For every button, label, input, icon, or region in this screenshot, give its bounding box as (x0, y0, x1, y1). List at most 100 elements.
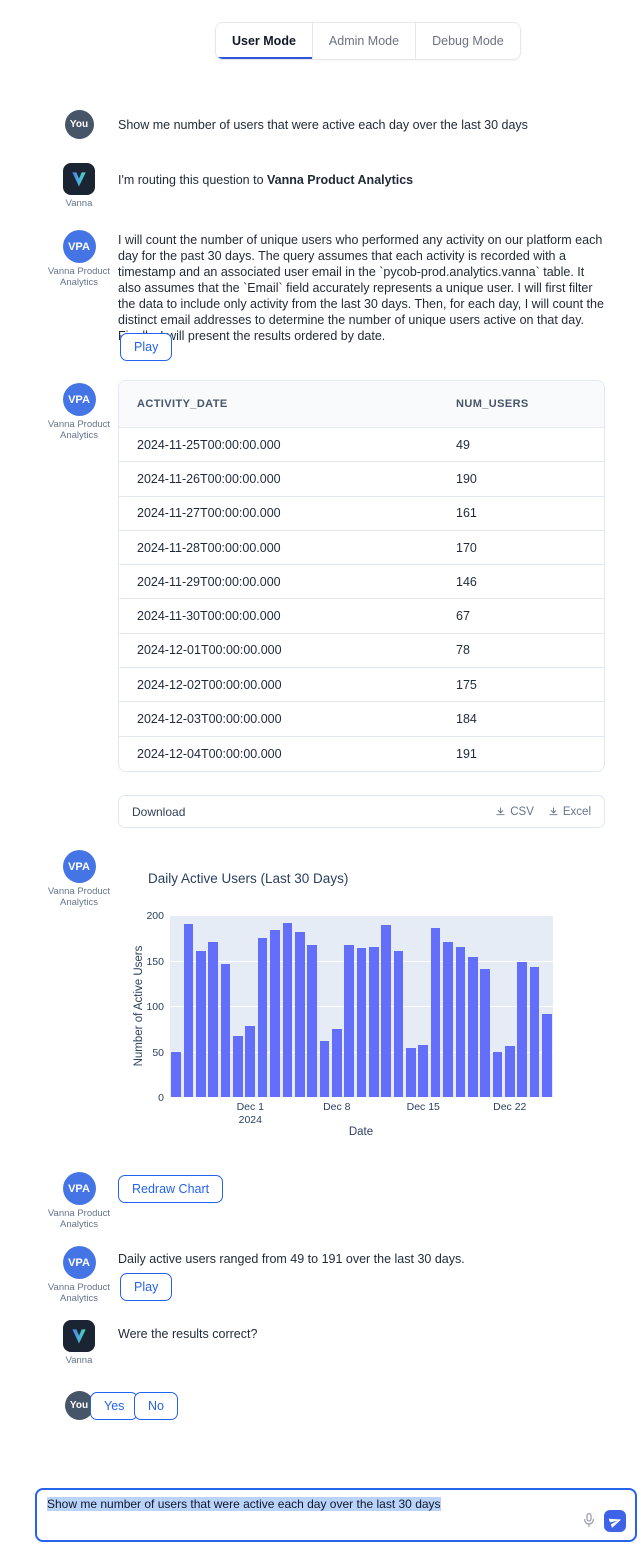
vanna-avatar-label: Vanna (65, 198, 93, 209)
bar (344, 945, 354, 1097)
x-tick-label: Dec 15 (406, 1101, 440, 1113)
table-row: 2024-12-03T00:00:00.000 184 (119, 702, 604, 737)
cell-activity-date: 2024-11-30T00:00:00.000 (137, 609, 281, 624)
vpa-avatar-label: Vanna Product Analytics (47, 1208, 111, 1230)
summary-text: Daily active users ranged from 49 to 191… (118, 1252, 465, 1266)
vpa-avatar-wrap-5: VPA Vanna Product Analytics (34, 1246, 124, 1304)
bar (504, 1046, 515, 1097)
y-tick-label: 200 (146, 910, 164, 922)
user-avatar: You (64, 1391, 94, 1420)
user-question-text: Show me number of users that were active… (118, 118, 528, 132)
table-row: 2024-11-28T00:00:00.000 170 (119, 531, 604, 566)
bar (369, 946, 379, 1097)
bar (356, 947, 367, 1097)
y-tick-label: 50 (152, 1046, 164, 1059)
play-button[interactable]: Play (120, 333, 173, 361)
cell-num-users: 67 (456, 609, 470, 624)
bar (455, 946, 466, 1097)
download-csv-button[interactable]: CSV (495, 806, 534, 818)
vanna-avatar-label: Vanna (65, 1355, 93, 1366)
table-row: 2024-11-27T00:00:00.000 161 (119, 497, 604, 531)
y-tick-label: 100 (146, 1001, 164, 1013)
feedback-question-text: Were the results correct? (118, 1327, 258, 1341)
microphone-icon[interactable] (581, 1512, 597, 1528)
bar (430, 927, 441, 1097)
user-avatar-wrap: You (34, 110, 124, 139)
cell-activity-date: 2024-12-01T00:00:00.000 (137, 643, 282, 658)
routing-message: I'm routing this question to Vanna Produ… (118, 172, 606, 188)
send-button[interactable] (604, 1510, 626, 1532)
bar (381, 925, 392, 1097)
chart-x-axis-title: Date (348, 1126, 374, 1138)
vanna-avatar-wrap: Vanna (34, 163, 124, 209)
message-composer: Show me number of users that were active… (35, 1488, 637, 1542)
chart-plot-area (170, 915, 553, 1097)
download-icon (496, 807, 505, 816)
bar (418, 1045, 429, 1097)
user-avatar: You (64, 110, 94, 139)
cell-activity-date: 2024-11-28T00:00:00.000 (137, 540, 281, 555)
bar (294, 932, 305, 1097)
download-bar: Download CSV Excel (118, 795, 605, 828)
routing-prefix: I'm routing this question to (118, 173, 267, 187)
bar (529, 966, 540, 1097)
bar (331, 1028, 342, 1097)
chart-title: Daily Active Users (Last 30 Days) (148, 871, 349, 886)
cell-activity-date: 2024-11-25T00:00:00.000 (137, 437, 281, 452)
cell-num-users: 190 (456, 471, 477, 486)
x-tick-label: Dec 22 (493, 1101, 527, 1113)
bar (220, 964, 231, 1097)
results-table: ACTIVITY_DATE NUM_USERS 2024-11-25T00:00… (118, 380, 605, 772)
vpa-avatar-wrap-3: VPA Vanna Product Analytics (34, 850, 124, 908)
cell-num-users: 161 (456, 506, 477, 521)
vpa-avatar: VPA (62, 850, 96, 883)
message-input[interactable]: Show me number of users that were active… (47, 1497, 565, 1512)
tab-user-mode[interactable]: User Mode (216, 23, 313, 59)
selected-input-text: Show me number of users that were active… (47, 1497, 441, 1511)
bar (282, 923, 293, 1097)
play-button-2[interactable]: Play (120, 1273, 173, 1301)
results-table-body: 2024-11-25T00:00:00.000 49 2024-11-26T00:0… (119, 428, 604, 771)
bar (319, 1040, 330, 1097)
y-tick-label: 150 (146, 955, 164, 968)
bar (467, 956, 478, 1097)
vpa-avatar-label: Vanna Product Analytics (47, 266, 111, 288)
vpa-avatar-label: Vanna Product Analytics (47, 886, 111, 908)
vpa-avatar-wrap-4: VPA Vanna Product Analytics (34, 1172, 124, 1230)
bar (406, 1047, 416, 1097)
tab-debug-mode[interactable]: Debug Mode (416, 23, 520, 59)
vpa-avatar: VPA (62, 1172, 96, 1205)
bar (542, 1014, 552, 1097)
bar (517, 962, 527, 1097)
x-tick-label: Dec 1 (236, 1101, 265, 1113)
table-row: 2024-11-30T00:00:00.000 67 (119, 599, 604, 634)
redraw-chart-button[interactable]: Redraw Chart (118, 1175, 224, 1203)
table-row: 2024-12-02T00:00:00.000 175 (119, 668, 604, 703)
download-excel-button[interactable]: Excel (548, 806, 591, 818)
vpa-avatar: VPA (62, 383, 96, 416)
cell-num-users: 170 (456, 540, 477, 555)
cell-activity-date: 2024-12-03T00:00:00.000 (137, 712, 282, 727)
mode-tabbar: User Mode Admin Mode Debug Mode (215, 22, 521, 60)
bar (393, 950, 404, 1097)
vpa-avatar: VPA (62, 230, 96, 263)
vpa-avatar: VPA (62, 1246, 96, 1279)
yes-button[interactable]: Yes (90, 1392, 139, 1420)
bar (171, 1052, 181, 1097)
no-button[interactable]: No (134, 1392, 178, 1420)
tab-admin-mode[interactable]: Admin Mode (312, 23, 417, 59)
bar (443, 942, 453, 1097)
bar (208, 942, 219, 1097)
cell-num-users: 175 (456, 677, 477, 692)
bar (307, 945, 317, 1097)
y-tick-label: 0 (158, 1092, 164, 1104)
table-row: 2024-11-26T00:00:00.000 190 (119, 462, 604, 497)
table-row: 2024-11-29T00:00:00.000 146 (119, 565, 604, 600)
bar (183, 924, 194, 1097)
cell-num-users: 146 (456, 574, 477, 589)
vanna-avatar-wrap-2: Vanna (34, 1320, 124, 1366)
cell-activity-date: 2024-11-27T00:00:00.000 (137, 506, 281, 521)
column-header-num-users: NUM_USERS (456, 398, 529, 410)
table-row: 2024-12-01T00:00:00.000 78 (119, 634, 604, 669)
cell-num-users: 78 (456, 643, 470, 658)
